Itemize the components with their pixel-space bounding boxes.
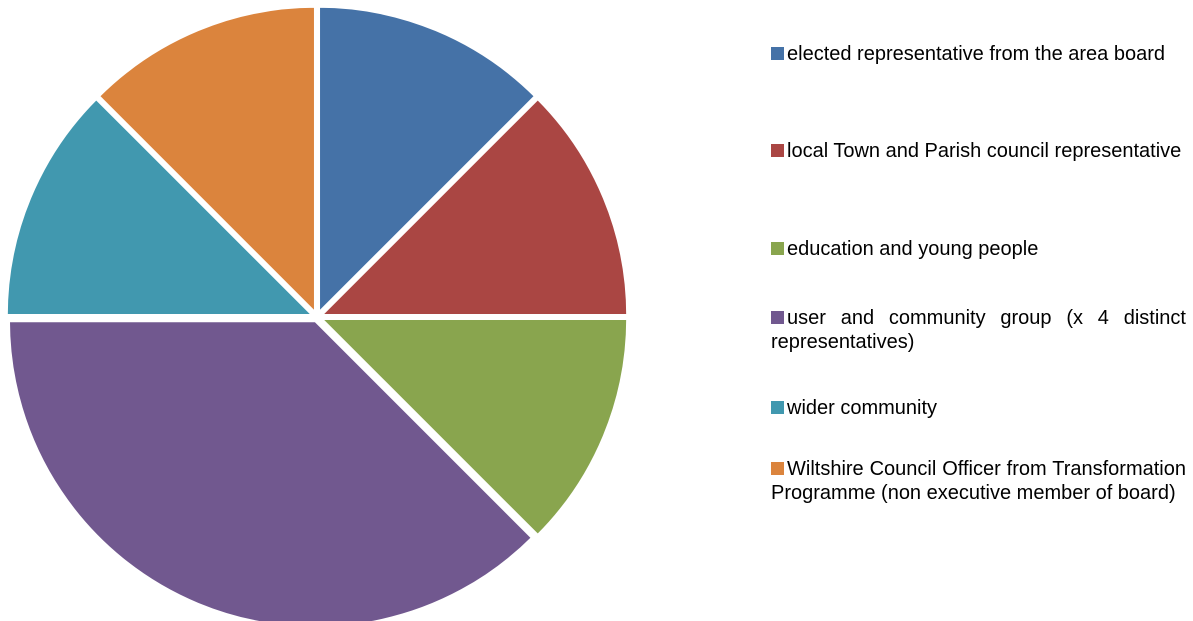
legend-item-4: user and community group (x 4 distinct r… xyxy=(771,306,1186,354)
legend-item-2: local Town and Parish council representa… xyxy=(771,139,1186,163)
pie-plot-area xyxy=(4,4,630,621)
legend-item-1: elected representative from the area boa… xyxy=(771,42,1186,66)
legend-label-3: education and young people xyxy=(787,238,1039,260)
legend-swatch-6 xyxy=(771,462,784,475)
legend-item-6: Wiltshire Council Officer from Transform… xyxy=(771,457,1186,505)
legend-swatch-3 xyxy=(771,242,784,255)
pie-slice-5 xyxy=(4,96,315,317)
legend-label-4: user and community group (x 4 distinct r… xyxy=(771,307,1186,353)
legend-label-5: wider community xyxy=(787,397,938,419)
pie-slice-4 xyxy=(6,319,535,621)
legend-item-5: wider community xyxy=(771,396,1186,420)
legend-swatch-2 xyxy=(771,144,784,157)
legend-label-6: Wiltshire Council Officer from Transform… xyxy=(771,458,1186,504)
pie-slice-1 xyxy=(317,4,538,315)
legend-swatch-5 xyxy=(771,401,784,414)
legend-swatch-4 xyxy=(771,311,784,324)
legend-label-2: local Town and Parish council representa… xyxy=(787,140,1182,162)
pie-slice-3 xyxy=(319,317,630,538)
pie-slice-2 xyxy=(319,96,630,317)
legend-item-3: education and young people xyxy=(771,237,1186,261)
pie-slice-6 xyxy=(96,4,317,315)
legend-label-1: elected representative from the area boa… xyxy=(787,43,1165,65)
legend-swatch-1 xyxy=(771,47,784,60)
